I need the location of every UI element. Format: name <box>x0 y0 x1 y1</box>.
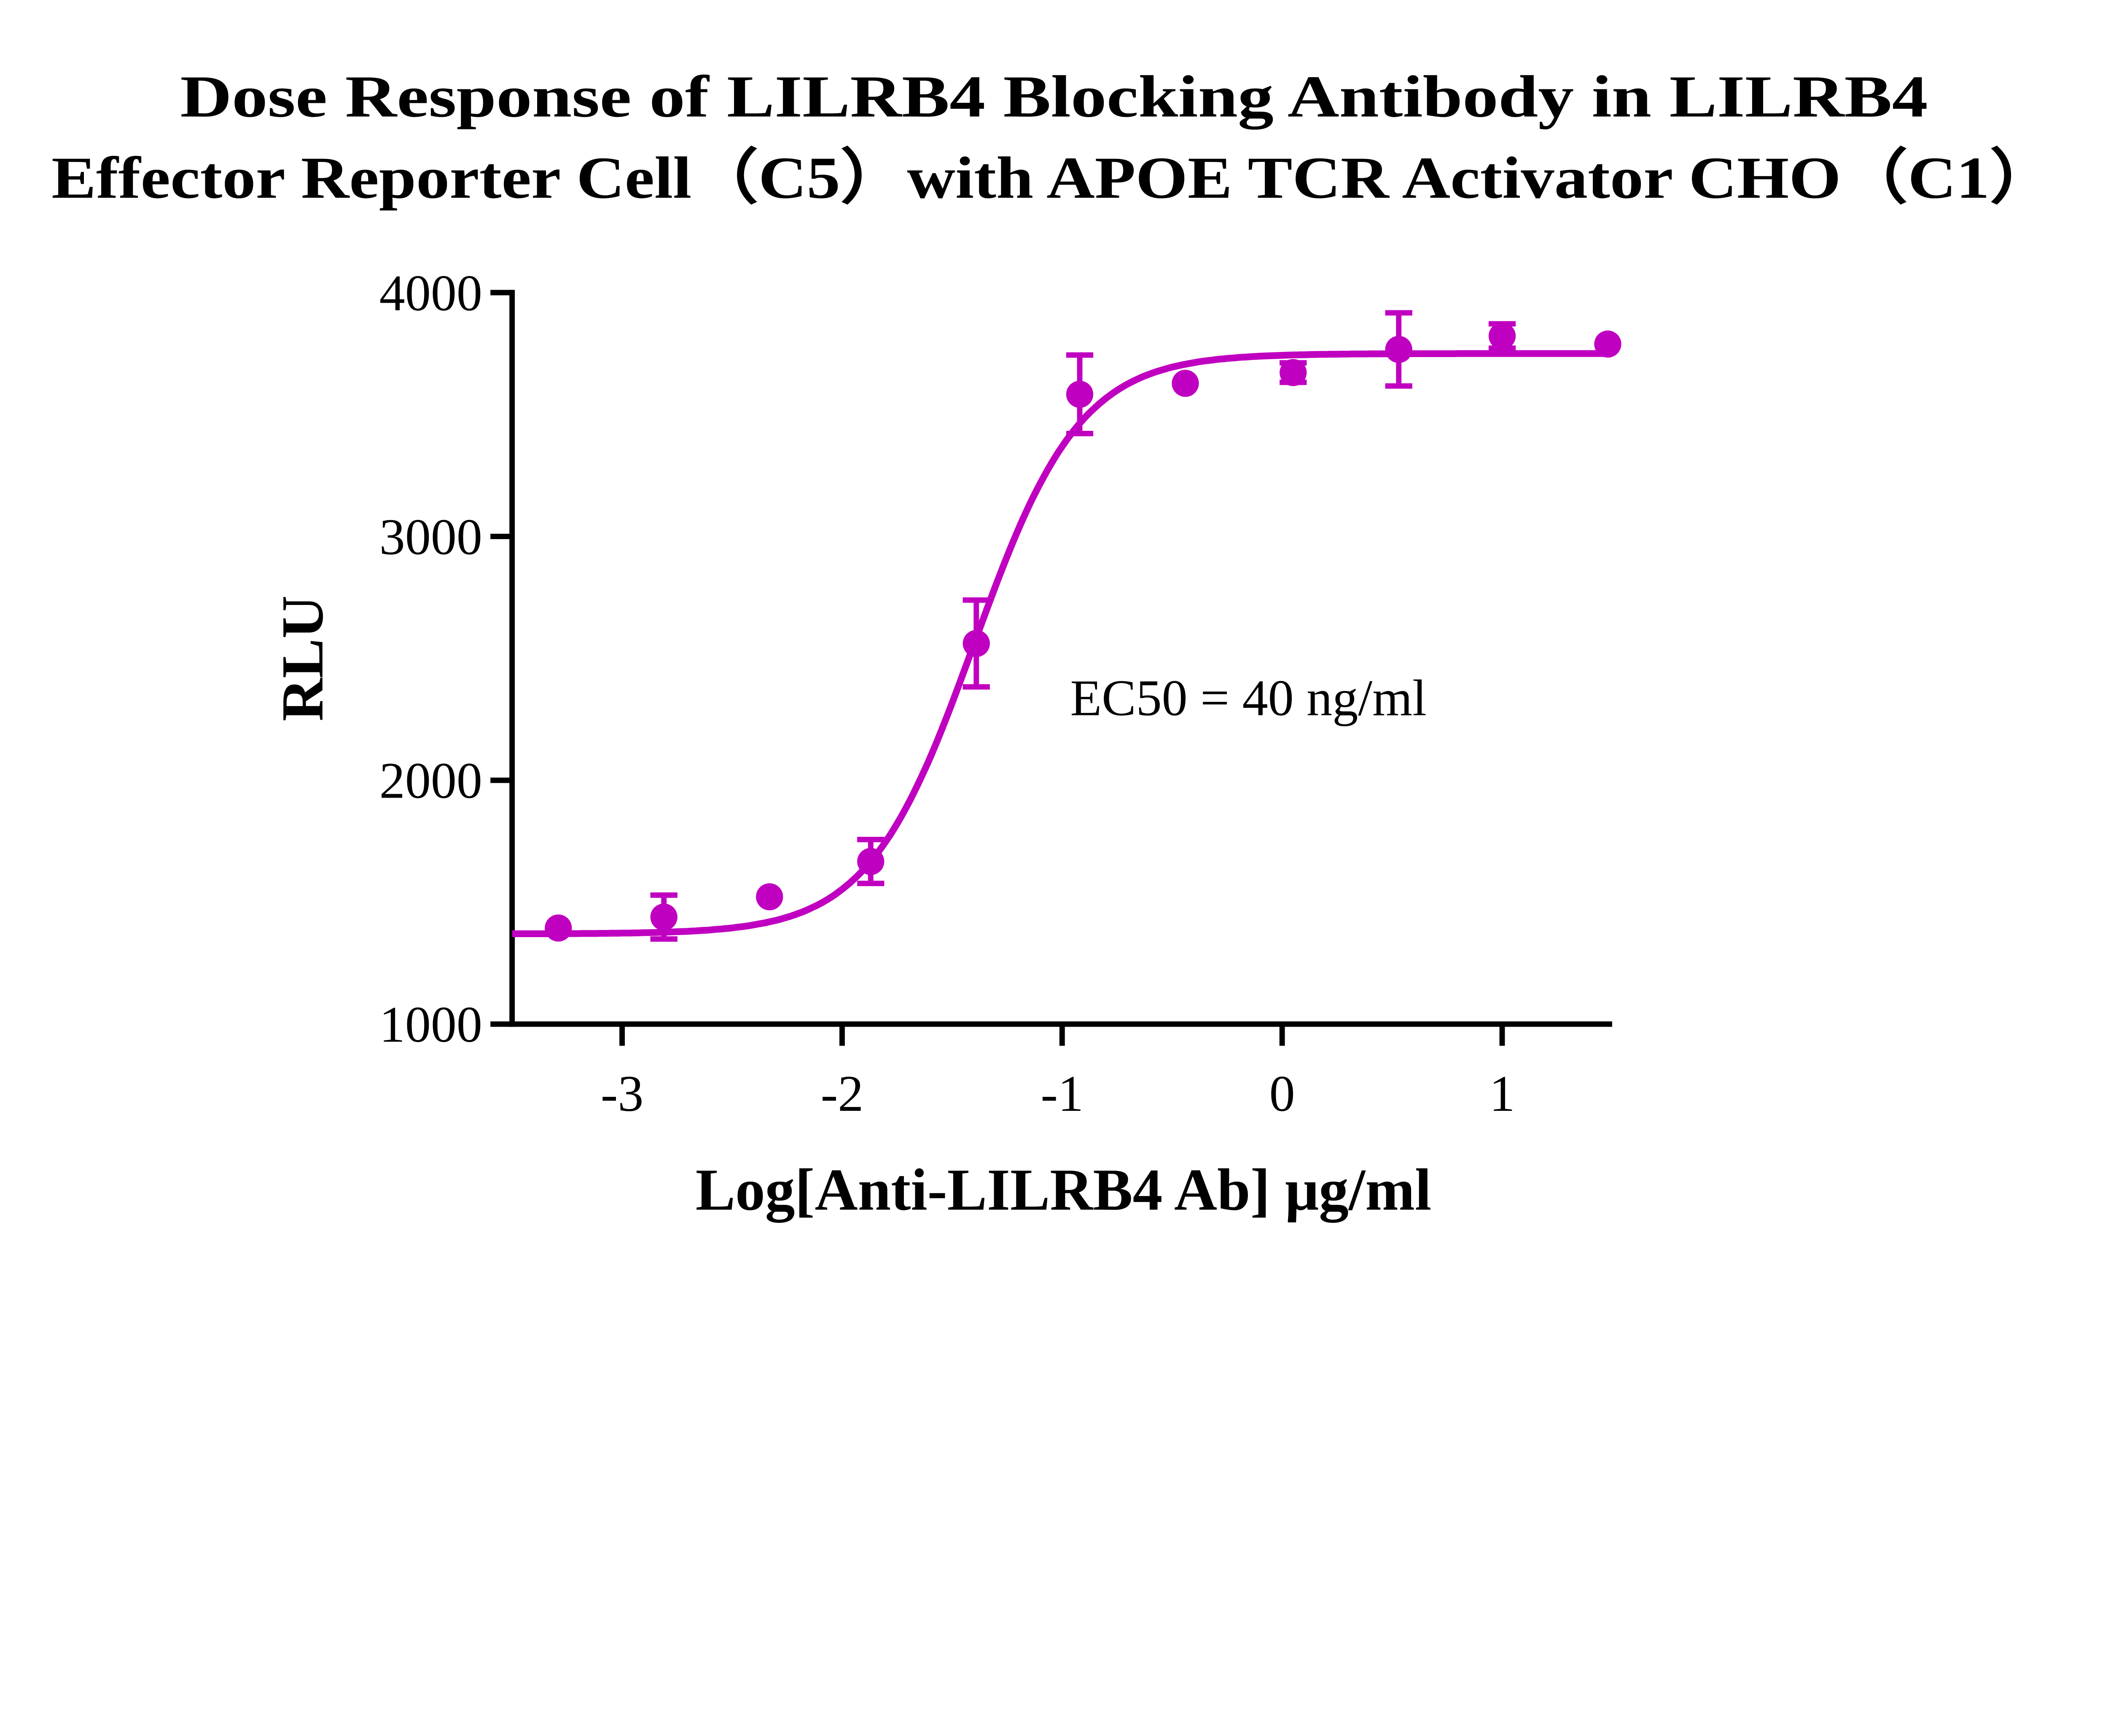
data-point <box>1066 381 1094 408</box>
data-point <box>1594 330 1621 358</box>
data-point <box>545 914 572 942</box>
axes: 1000 2000 3000 4000 -3 -2 -1 0 1 <box>379 265 1612 1122</box>
ec50-annotation: EC50 = 40 ng/ml <box>1070 670 1427 727</box>
y-tick-label: 4000 <box>379 265 482 322</box>
y-tick-label: 3000 <box>379 508 482 565</box>
x-tick-label: 0 <box>1269 1065 1295 1122</box>
x-tick-label: -3 <box>601 1065 644 1122</box>
fit-curve <box>512 350 1612 938</box>
data-point <box>1172 370 1199 397</box>
y-tick-label: 2000 <box>379 752 482 809</box>
fit-curve-group <box>512 350 1612 938</box>
y-axis-label: RLU <box>269 595 336 721</box>
x-tick-label: -2 <box>821 1065 864 1122</box>
data-point <box>1488 322 1516 350</box>
x-tick-label: -1 <box>1041 1065 1084 1122</box>
data-point <box>650 903 678 931</box>
chart-title-line-1: Dose Response of LILRB4 Blocking Antibod… <box>180 63 1928 129</box>
chart-title-line-2: Effector Reporter Cell（C5）with APOE TCR … <box>51 145 2057 211</box>
x-tick-label: 1 <box>1489 1065 1515 1122</box>
data-point <box>1280 359 1307 386</box>
data-points <box>545 310 1621 942</box>
dose-response-chart: Dose Response of LILRB4 Blocking Antibod… <box>51 63 2057 1223</box>
data-point <box>1385 336 1412 363</box>
data-point <box>963 630 990 657</box>
data-point <box>857 848 885 875</box>
y-tick-label: 1000 <box>379 996 482 1053</box>
data-point <box>756 883 783 911</box>
x-axis-label: Log[Anti-LILRB4 Ab] μg/ml <box>696 1157 1431 1223</box>
